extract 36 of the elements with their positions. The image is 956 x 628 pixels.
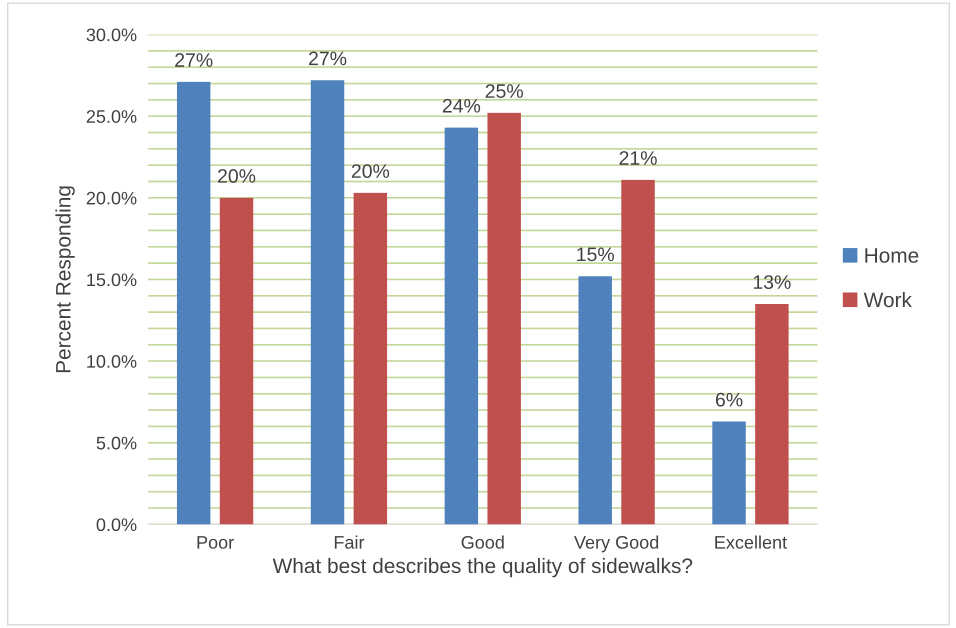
data-label: 27% [175, 53, 212, 67]
y-tick-label: 15.0% [87, 273, 136, 286]
y-tick-label: 5.0% [96, 436, 136, 450]
bar [712, 422, 746, 524]
y-tick-label: 10.0% [87, 355, 136, 368]
bar [220, 198, 254, 524]
bar [621, 180, 655, 524]
bar [310, 80, 344, 524]
data-label: 24% [442, 98, 480, 113]
x-tick-label: Good [462, 535, 504, 549]
bar [444, 128, 478, 524]
y-tick-label: 30.0% [86, 28, 136, 42]
legend-label: Work [864, 292, 912, 308]
bar [354, 192, 388, 524]
data-label: 13% [754, 275, 791, 289]
data-label: 25% [486, 84, 523, 98]
data-label: 27% [309, 52, 346, 66]
legend-label: Home [865, 248, 918, 263]
bar [487, 112, 521, 524]
y-axis-title: Percent Responding [55, 186, 75, 372]
x-axis-title: What best describes the quality of sidewalks? [272, 558, 692, 578]
bar [578, 276, 612, 524]
data-label: 20% [352, 164, 390, 178]
x-tick-label: Fair [334, 535, 364, 549]
y-tick-label: 25.0% [86, 110, 136, 123]
data-label: 15% [577, 248, 614, 262]
y-tick-label: 20.0% [86, 192, 136, 205]
data-label: 21% [620, 151, 657, 165]
x-tick-label: Poor [198, 536, 234, 549]
data-label: 6% [716, 392, 742, 407]
y-tick-label: 0.0% [96, 518, 136, 532]
bar [755, 304, 789, 524]
bar [176, 82, 210, 524]
x-tick-label: Excellent [715, 535, 787, 549]
data-label: 20% [218, 169, 256, 183]
x-tick-label: Very Good [574, 535, 658, 552]
